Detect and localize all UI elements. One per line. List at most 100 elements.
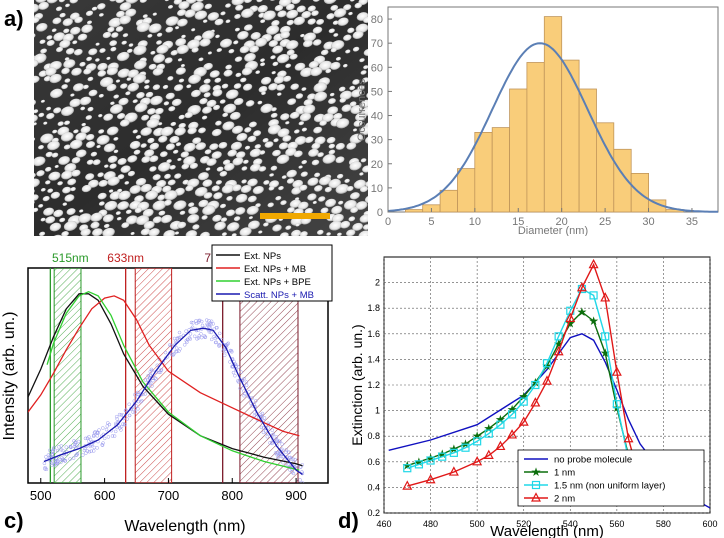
scatter-point [260,411,265,416]
scatter-point [64,445,69,449]
nanoparticle [268,180,280,188]
scatter-point [159,368,163,373]
nanoparticle [140,143,147,148]
nanoparticle [158,122,163,126]
nanoparticle [317,196,326,202]
nanoparticle [170,121,177,127]
nanoparticle [325,68,332,74]
nanoparticle [113,94,120,99]
scatter-point [187,336,192,340]
star-marker: ★ [483,422,494,436]
nanoparticle [240,77,247,83]
nanoparticle [65,48,75,55]
nanoparticle [109,40,118,47]
nanoparticle [203,62,213,71]
nanoparticle [286,178,295,184]
nanoparticle [349,85,356,91]
scatter-point [44,455,48,459]
nanoparticle [45,216,56,224]
nanoparticle [333,113,343,120]
nanoparticle [115,0,125,4]
star-marker: ★ [425,451,436,465]
y-tick-label: 0.8 [367,431,380,441]
nanoparticle [234,13,241,20]
nanoparticle [40,188,46,192]
nanoparticle [254,144,262,149]
scatter-point [217,331,222,336]
nanoparticle [269,173,274,177]
nanoparticle [215,180,223,185]
nanoparticle [304,208,314,215]
nanoparticle [214,221,226,231]
nanoparticle [219,38,233,48]
nanoparticle [160,214,173,224]
nanoparticle [272,149,281,157]
nanoparticle [328,143,336,149]
scatter-point [182,343,187,347]
nanoparticle [273,138,279,143]
nanoparticle [57,121,64,127]
nanoparticle [106,66,118,76]
nanoparticle [117,158,127,165]
nanoparticle [219,99,226,104]
nanoparticle [205,167,211,171]
nanoparticle [61,106,74,117]
nanoparticle [75,132,87,142]
triangle-marker [542,375,552,385]
nanoparticle [255,37,268,47]
nanoparticle [339,97,347,103]
nanoparticle [333,8,347,18]
nanoparticle [184,9,196,18]
star-marker: ★ [542,359,553,373]
nanoparticle [336,232,342,236]
nanoparticle [38,144,44,150]
nanoparticle [352,128,358,132]
nanoparticle [308,60,319,69]
scatter-point [71,456,76,460]
scatter-point [110,434,115,438]
nanoparticle [63,144,71,150]
nanoparticle [258,230,263,234]
nanoparticle [179,210,186,215]
scatter-point [112,434,117,438]
square-marker [554,332,563,341]
nanoparticle [34,114,38,123]
nanoparticle [270,112,278,118]
nanoparticle [316,229,324,235]
nanoparticle [74,16,83,24]
nanoparticle [225,3,231,8]
nanoparticle [346,185,354,192]
scatter-point [192,334,197,339]
nanoparticle [276,154,290,164]
nanoparticle [73,129,79,134]
nanoparticle [186,84,192,89]
histogram-bar [491,127,510,213]
scatter-point [275,452,279,457]
nanoparticle [230,141,243,151]
nanoparticle [199,98,208,105]
nanoparticle [244,127,252,133]
nanoparticle [301,159,308,165]
nanoparticle [162,185,172,193]
scatter-point [145,378,150,382]
star-marker: ★ [530,375,541,389]
nanoparticle [260,58,265,62]
scatter-point [259,425,264,430]
nanoparticle [263,222,269,227]
nanoparticle [365,135,368,144]
nanoparticle [62,18,73,27]
nanoparticle [67,178,77,186]
nanoparticle [165,143,175,151]
nanoparticle [190,89,201,98]
nanoparticle [313,126,323,134]
nanoparticle [226,195,233,201]
nanoparticle [47,188,54,193]
nanoparticle [286,169,297,178]
nanoparticle [295,93,304,99]
scatter-point [68,457,72,461]
x-tick-label: 560 [609,519,624,529]
nanoparticle [244,52,256,62]
nanoparticle [121,222,130,229]
nanoparticle [333,33,339,37]
nanoparticle [147,108,156,115]
